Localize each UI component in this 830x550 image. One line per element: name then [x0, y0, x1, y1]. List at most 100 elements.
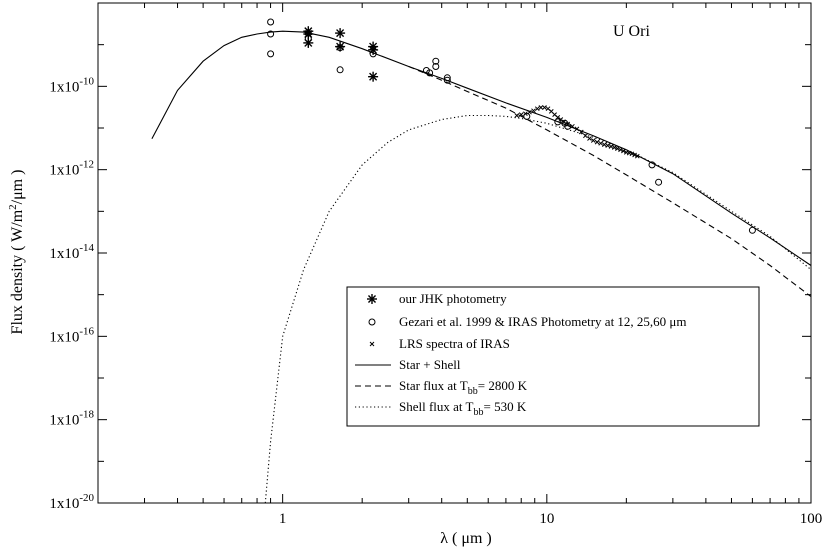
x-data-point [555, 115, 561, 120]
x-marker-stroke [548, 109, 554, 114]
x-data-point [629, 151, 635, 157]
legend-asterisk-marker [367, 294, 377, 304]
y-tick-label: 1x10-12 [49, 159, 94, 179]
circle-marker-shape [523, 112, 531, 120]
y-axis-title: Flux density ( W/m2/μm ) [7, 170, 26, 335]
y-tick-label: 1x10-20 [49, 492, 94, 512]
x-marker-stroke [621, 148, 626, 154]
x-marker-stroke [531, 108, 536, 114]
circle-data-point [432, 57, 440, 65]
x-marker-stroke [545, 106, 551, 112]
x-marker-stroke [587, 136, 592, 141]
legend-label: our JHK photometry [399, 291, 507, 306]
circle-data-point [554, 118, 562, 126]
plot-frame [97, 2, 812, 504]
x-data-point [601, 142, 607, 147]
x-data-point [605, 143, 611, 148]
circle-data-point [648, 161, 656, 169]
x-data-point [534, 106, 540, 112]
curve-dashed [408, 65, 812, 298]
circle-marker-shape [368, 318, 376, 326]
x-marker-stroke [594, 139, 600, 145]
circle-marker-shape [554, 118, 562, 126]
circle-marker-shape [267, 30, 275, 38]
x-data-point [615, 146, 620, 151]
legend-label: Star flux at Tbb= 2800 K [399, 378, 528, 397]
x-marker-stroke [561, 119, 567, 125]
x-marker-stroke [369, 341, 375, 347]
legend-x-marker [369, 341, 375, 347]
x-marker-stroke [534, 106, 540, 112]
x-marker-stroke [538, 105, 544, 110]
circle-marker-shape [267, 18, 275, 26]
x-data-point [632, 152, 637, 158]
x-data-point [590, 138, 596, 143]
x-data-point [618, 147, 623, 153]
circle-marker-shape [336, 44, 344, 52]
x-marker-stroke [574, 126, 580, 132]
star-name-annotation: U Ori [613, 23, 650, 40]
y-tick-label: 1x10-16 [49, 325, 94, 345]
circle-data-point [336, 44, 344, 52]
y-tick-label: 1x10-10 [49, 75, 94, 95]
x-tick-label: 100 [800, 511, 823, 527]
legend-label: Gezari et al. 1999 & IRAS Photometry at … [399, 314, 687, 329]
x-tick-label: 10 [539, 511, 554, 527]
x-marker-stroke [634, 153, 640, 159]
circle-marker-shape [336, 66, 344, 74]
asterisk-marker-stroke [369, 72, 378, 81]
x-tick-label: 1 [279, 511, 287, 527]
x-marker-stroke [618, 147, 623, 153]
x-marker-stroke [552, 112, 557, 117]
x-marker-stroke [590, 138, 596, 143]
circle-data-point [443, 74, 451, 82]
x-marker-stroke [523, 111, 528, 117]
data-markers [267, 18, 756, 234]
circle-data-point [369, 50, 377, 58]
x-marker-stroke [578, 129, 584, 135]
x-data-point [578, 129, 584, 135]
x-marker-stroke [514, 113, 520, 118]
circle-marker-shape [443, 76, 451, 84]
curve-solid [151, 30, 812, 266]
legend-circle-marker [368, 318, 376, 326]
x-marker-stroke [527, 109, 532, 115]
circle-marker-shape [432, 63, 440, 70]
circle-marker-shape [443, 74, 451, 82]
legend-label: Star + Shell [399, 357, 461, 372]
x-data-point [531, 108, 536, 114]
x-marker-stroke [611, 145, 617, 150]
circle-data-point [267, 30, 275, 38]
x-marker-stroke [555, 115, 561, 120]
circle-marker-shape [369, 50, 377, 58]
x-marker-stroke [605, 143, 611, 148]
x-data-point [561, 119, 567, 125]
model-curves [151, 30, 812, 504]
circle-data-point [523, 112, 531, 120]
circle-data-point [748, 226, 756, 234]
x-marker-stroke [601, 142, 607, 147]
circle-data-point [426, 69, 434, 77]
x-marker-stroke [570, 123, 575, 129]
circle-marker-shape [426, 69, 434, 77]
x-marker-stroke [598, 140, 604, 146]
asterisk-marker-stroke [336, 29, 345, 38]
x-axis-title: λ ( μm ) [440, 530, 491, 547]
x-data-point [523, 111, 528, 117]
x-data-point [608, 144, 614, 149]
x-data-point [583, 133, 588, 139]
curve-dotted [264, 114, 812, 504]
legend-label: LRS spectra of IRAS [399, 336, 510, 351]
x-data-point [598, 140, 604, 146]
circle-data-point [267, 18, 275, 26]
x-data-point [518, 112, 524, 117]
asterisk-marker-stroke [367, 294, 377, 304]
asterisk-data-point [303, 37, 314, 48]
x-data-point [514, 113, 520, 118]
x-marker-stroke [518, 112, 524, 117]
circle-data-point [304, 35, 312, 43]
x-marker-stroke [565, 121, 571, 127]
x-data-point [611, 145, 617, 150]
legend-label: Shell flux at Tbb= 530 K [399, 399, 527, 418]
